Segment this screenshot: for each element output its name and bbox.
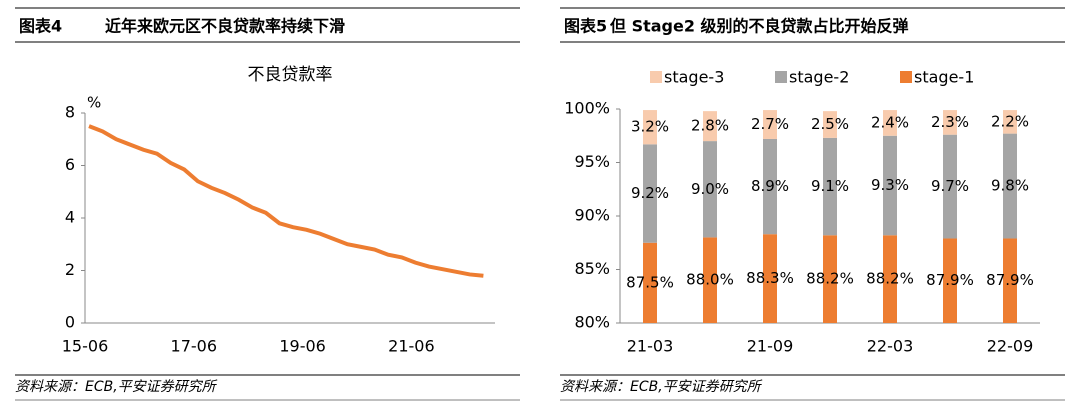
data-label: 9.7% (931, 177, 969, 195)
y-unit: % (87, 94, 101, 112)
data-label: 9.3% (871, 176, 909, 194)
x-tick-label: 21-09 (747, 337, 794, 356)
bar-segment (703, 111, 717, 142)
figure-label: 图表5 (564, 17, 607, 36)
bar-segment (763, 110, 777, 139)
bar-segment (1003, 110, 1017, 134)
data-label: 87.5% (626, 273, 674, 291)
bar-segment (943, 134, 957, 239)
bar-segment (823, 137, 837, 236)
bar-segment (883, 135, 897, 236)
bar-segment (943, 110, 957, 135)
bar-segment (883, 235, 897, 323)
data-label: 9.2% (631, 184, 669, 202)
data-label: 9.0% (691, 180, 729, 198)
legend-label: stage-3 (664, 68, 724, 87)
heading: 近年来欧元区不良贷款率持续下滑 (105, 17, 345, 36)
y-tick-label: 6 (65, 155, 75, 174)
data-label: 2.4% (871, 113, 909, 131)
bar-segment (703, 237, 717, 323)
legend-label: stage-1 (914, 68, 974, 87)
bar-segment (1003, 133, 1017, 239)
data-label: 2.8% (691, 117, 729, 135)
legend-swatch (650, 71, 662, 83)
x-tick-label: 21-06 (388, 337, 435, 356)
data-label: 9.8% (991, 177, 1029, 195)
chart-title: 不良贷款率 (248, 65, 333, 85)
source: 资料来源：ECB,平安证券研究所 (15, 379, 218, 395)
data-label: 9.1% (811, 177, 849, 195)
y-tick-label: 0 (65, 313, 75, 332)
y-tick-label: 90% (574, 206, 610, 225)
x-tick-label: 15-06 (62, 337, 109, 356)
y-tick-label: 100% (564, 99, 610, 118)
data-label: 88.2% (866, 270, 914, 288)
bar-segment (763, 234, 777, 323)
legend-swatch (900, 71, 912, 83)
figure-label: 图表4 (19, 17, 62, 36)
bar-segment (703, 141, 717, 238)
legend-swatch (775, 71, 787, 83)
data-label: 2.3% (931, 113, 969, 131)
bar-segment (1003, 238, 1017, 323)
y-tick-label: 2 (65, 260, 75, 279)
bar-segment (823, 235, 837, 323)
x-tick-label: 22-03 (867, 337, 914, 356)
y-tick-label: 8 (65, 103, 75, 122)
line (88, 124, 484, 278)
x-tick-label: 21-03 (627, 337, 674, 356)
data-label: 88.0% (686, 271, 734, 289)
bar-segment (643, 242, 657, 323)
data-label: 3.2% (631, 118, 669, 136)
data-label: 88.2% (806, 270, 854, 288)
data-label: 2.2% (991, 112, 1029, 130)
bar-segment (823, 111, 837, 138)
data-label: 87.9% (926, 271, 974, 289)
source: 资料来源：ECB,平安证券研究所 (560, 379, 763, 395)
legend-label: stage-2 (789, 68, 849, 87)
data-label: 2.7% (751, 115, 789, 133)
bar-segment (943, 238, 957, 323)
y-tick-label: 85% (574, 259, 610, 278)
bar-segment (883, 110, 897, 136)
bar-segment (643, 110, 657, 145)
data-label: 2.5% (811, 115, 849, 133)
x-tick-label: 22-09 (987, 337, 1034, 356)
y-tick-label: 80% (574, 313, 610, 332)
data-label: 88.3% (746, 269, 794, 287)
x-tick-label: 17-06 (171, 337, 218, 356)
bar-segment (763, 138, 777, 235)
data-label: 87.9% (986, 271, 1034, 289)
heading: 但 Stage2 级别的不良贷款占比开始反弹 (610, 17, 909, 36)
bar-segment (643, 144, 657, 243)
x-tick-label: 19-06 (279, 337, 326, 356)
y-tick-label: 95% (574, 152, 610, 171)
data-label: 8.9% (751, 177, 789, 195)
y-tick-label: 4 (65, 208, 75, 227)
